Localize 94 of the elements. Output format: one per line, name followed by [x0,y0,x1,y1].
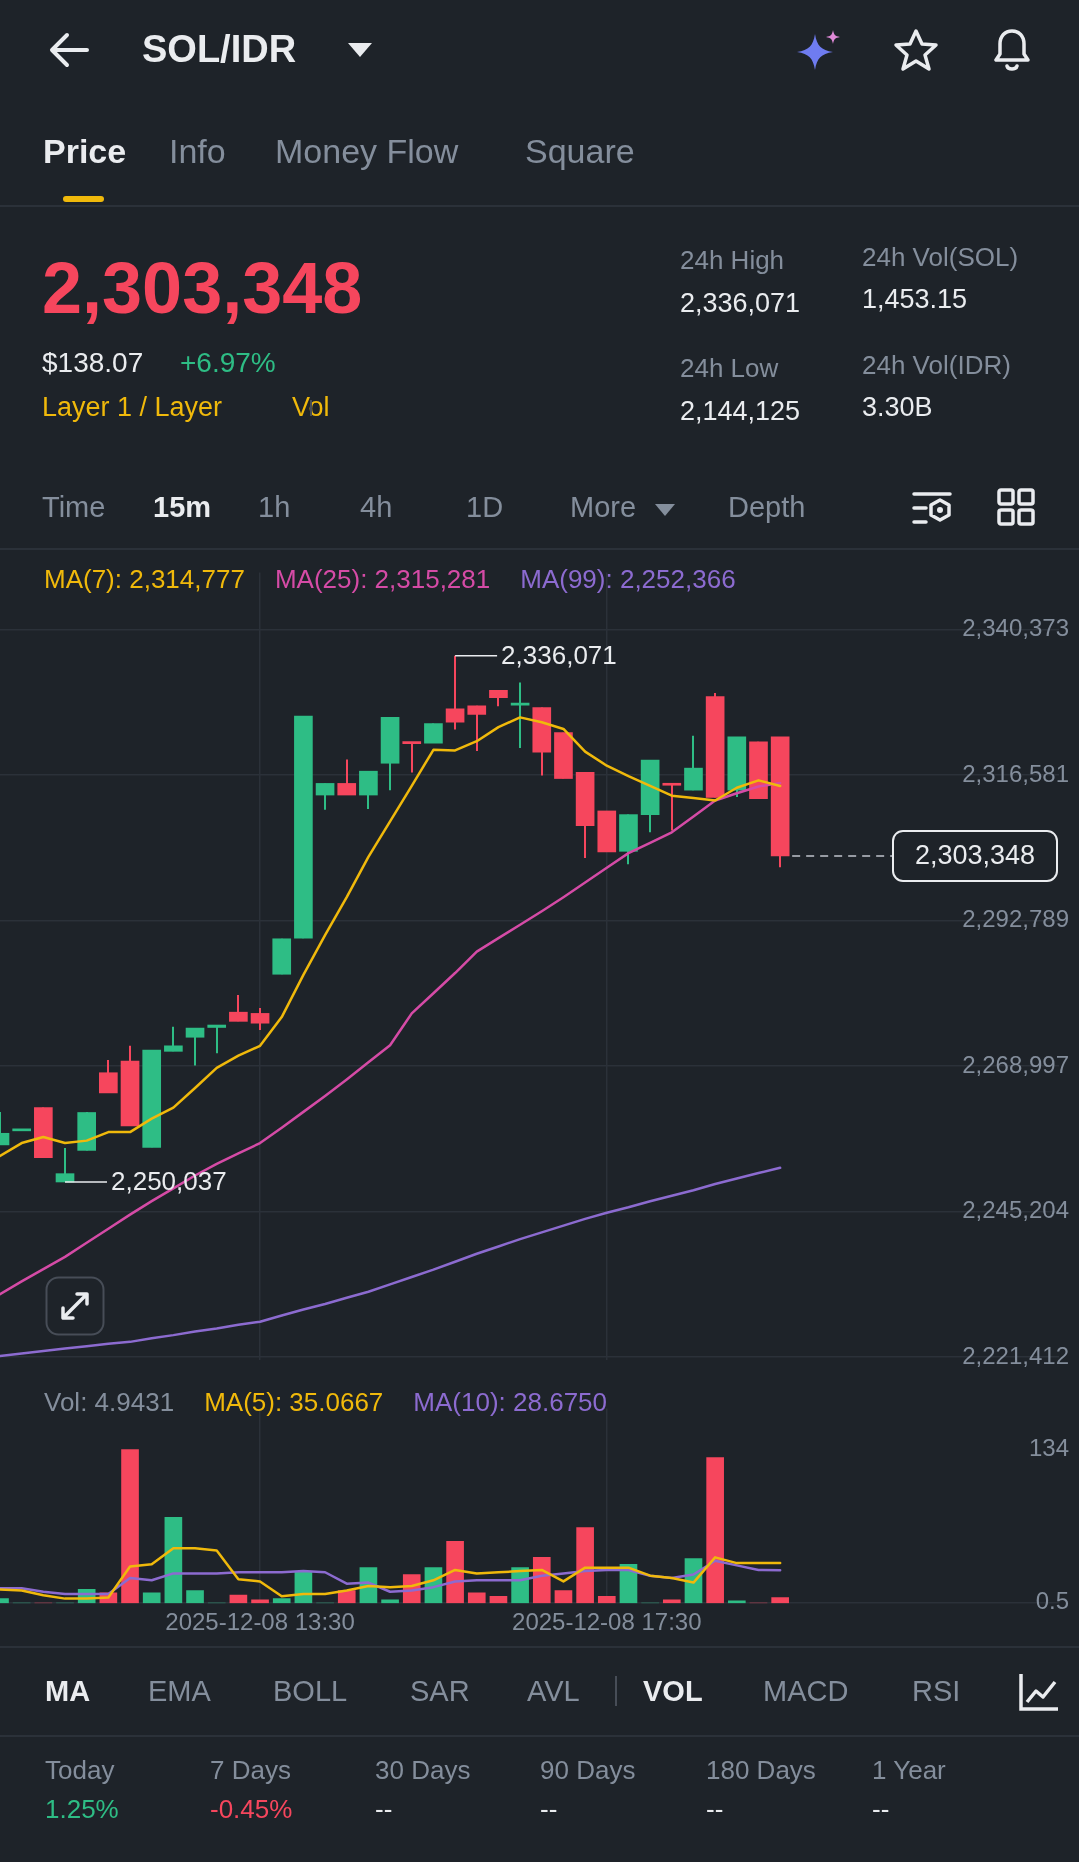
text: -- [706,1794,724,1825]
text: $138.07 [42,346,144,380]
text: MA(5): 35.0667 [204,1387,384,1417]
text: 90 Days [540,1755,636,1786]
candlestick [662,782,682,832]
bar [272,1598,291,1604]
text: MACD [763,1675,849,1709]
text: Price [43,132,127,172]
bar [381,1599,399,1604]
x-tick-label: 2025-12-08 13:30 [165,1608,355,1636]
bar [142,1592,161,1604]
text: Info [169,132,226,172]
text: Today [45,1755,115,1786]
text: MA(7): 2,314,777 [44,564,245,594]
bar [121,1449,139,1604]
text: -- [540,1794,558,1825]
bar [662,1599,681,1604]
text: SOL/IDR [142,28,297,72]
bar [467,1592,486,1604]
candlestick [315,782,335,811]
y-tick-label: 2,268,997 [962,1050,1069,1078]
text: 1.25% [45,1794,119,1825]
text: EMA [148,1675,211,1709]
text: 30 Days [375,1755,471,1786]
text: AVL [527,1675,580,1709]
candlestick [55,1146,75,1183]
candlestick [250,1006,270,1031]
candlestick [445,654,465,731]
candlestick [185,1027,205,1067]
text: 24h High [680,245,785,276]
text: MA(25): 2,315,281 [274,564,491,594]
bar [597,1596,616,1604]
y-tick-label: 2,316,581 [962,759,1069,787]
candlestick [402,741,422,774]
text: 24h Vol(IDR) [862,350,1011,381]
bar [446,1540,464,1604]
text: 1 Year [872,1755,946,1786]
text: 1h [258,491,291,525]
y-tick-label: 2,340,373 [962,614,1069,642]
bar [164,1516,183,1604]
candlestick [207,1024,227,1055]
text: 3.30B [862,392,933,424]
text: MA(10): 28.6750 [413,1387,608,1417]
candlestick [684,734,703,792]
text: BOLL [273,1675,348,1709]
candlestick [99,1058,118,1094]
text: 2,336,071 [680,288,801,320]
candlestick [229,994,248,1023]
bar [186,1590,204,1604]
text: 2,303,348 [42,246,363,330]
text: Depth [728,491,806,525]
text: 15m [153,491,212,525]
text: More [570,491,637,525]
text: Money Flow [275,132,459,172]
text: MA [45,1675,91,1709]
bar [576,1527,594,1604]
bar [489,1596,508,1604]
text: -0.45% [210,1794,293,1825]
text: 2,144,125 [680,396,801,428]
candlestick [467,704,487,752]
bar [229,1594,248,1604]
text: 24h Low [680,353,779,384]
y-tick-label: 134 [1028,1434,1069,1462]
text: 1,453.15 [862,284,968,316]
y-tick-label: 2,245,204 [962,1196,1069,1224]
candlestick [337,758,357,797]
text: MA(99): 2,252,366 [520,564,736,594]
x-tick-label: 2025-12-08 17:30 [512,1608,702,1636]
text: Square [525,132,635,172]
text: 4h [360,491,393,525]
bar [251,1599,269,1604]
text: 180 Days [706,1755,816,1786]
text: +6.97% [180,346,276,380]
bar [532,1557,551,1604]
y-tick-label: 2,292,789 [962,905,1069,933]
text: -- [872,1794,890,1825]
text: -- [375,1794,393,1825]
text: SAR [410,1675,470,1709]
bar [771,1597,789,1604]
text: Layer 1 / Layer [42,392,223,424]
text: RSI [912,1675,961,1709]
bar [706,1457,724,1604]
candlestick [164,1025,183,1053]
text: VOL [643,1675,703,1709]
annotation: 2,336,071 [501,639,617,670]
text: Time [42,491,106,525]
text: 24h Vol(SOL) [862,242,1019,273]
text: 7 Days [210,1755,291,1786]
y-tick-label: 2,221,412 [962,1341,1069,1369]
y-tick-label: 0.5 [1035,1587,1069,1615]
text: 1D [466,491,504,525]
series-label: Vol: 4.9431 [44,1387,175,1417]
ref-line-label: 2,303,348 [914,840,1036,871]
bar [554,1590,573,1604]
